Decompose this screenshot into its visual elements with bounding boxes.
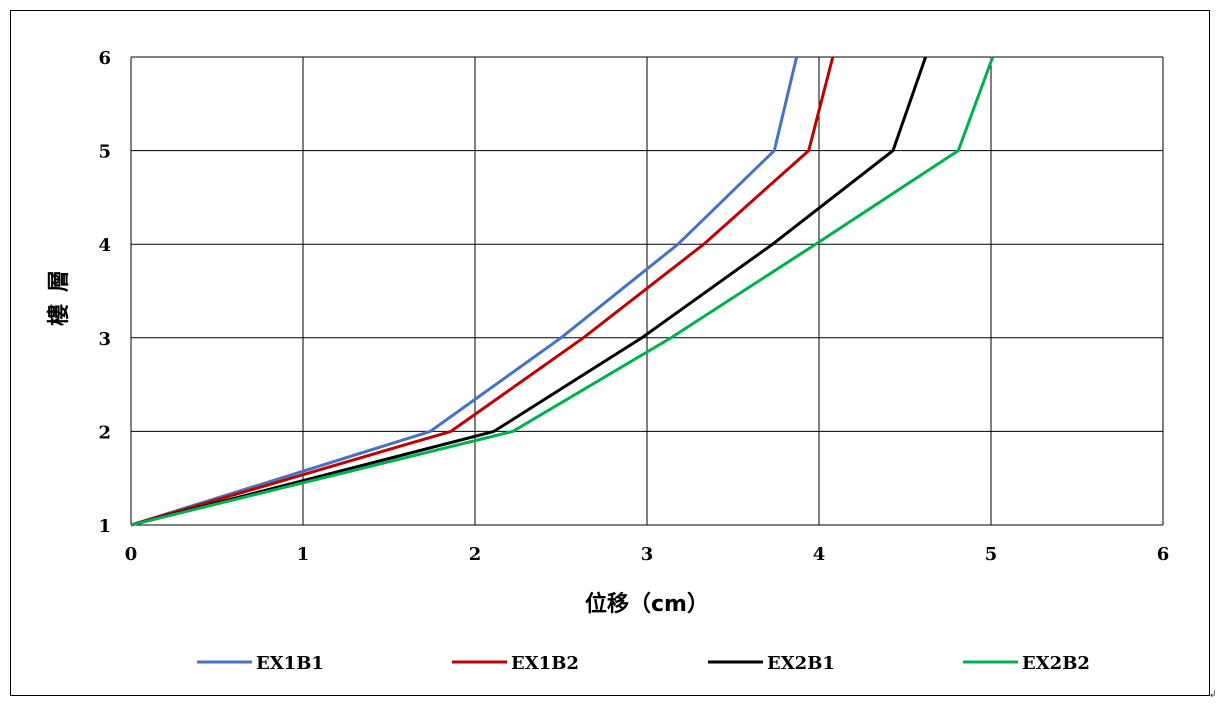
y-tick-label: 3 xyxy=(98,329,111,350)
x-tick-label: 0 xyxy=(125,544,138,565)
x-tick-label: 4 xyxy=(813,544,826,565)
grid-lines xyxy=(130,56,1164,526)
series-line-ex2b2 xyxy=(130,56,995,527)
chart-frame xyxy=(10,10,1210,696)
y-tick-label: 6 xyxy=(98,48,111,69)
y-tick-labels: 1 2 3 4 5 6 xyxy=(98,48,111,537)
x-axis-title: 位移（cm） xyxy=(585,591,709,617)
x-tick-label: 3 xyxy=(641,544,654,565)
y-tick-label: 2 xyxy=(98,422,111,443)
legend-label-ex1b1: EX1B1 xyxy=(256,653,324,674)
series-lines xyxy=(130,56,995,527)
legend-label-ex2b1: EX2B1 xyxy=(767,653,835,674)
x-tick-label: 2 xyxy=(469,544,482,565)
y-tick-label: 1 xyxy=(98,516,111,537)
x-tick-labels: 0 1 2 3 4 5 6 xyxy=(125,544,1170,565)
x-tick-label: 1 xyxy=(297,544,310,565)
series-line-ex1b2 xyxy=(130,56,835,527)
x-tick-label: 5 xyxy=(985,544,998,565)
x-tick-label: 6 xyxy=(1157,544,1170,565)
y-tick-label: 5 xyxy=(98,142,111,163)
legend-label-ex2b2: EX2B2 xyxy=(1022,653,1090,674)
y-axis-title: 樓層 xyxy=(47,258,72,326)
legend: EX1B1 EX1B2 EX2B1 EX2B2 xyxy=(197,653,1090,674)
y-tick-label: 4 xyxy=(98,235,111,256)
legend-label-ex1b2: EX1B2 xyxy=(511,653,579,674)
paragraph-mark: ↲ xyxy=(1209,690,1217,700)
series-line-ex1b1 xyxy=(130,56,799,527)
series-line-ex2b1 xyxy=(130,56,928,527)
